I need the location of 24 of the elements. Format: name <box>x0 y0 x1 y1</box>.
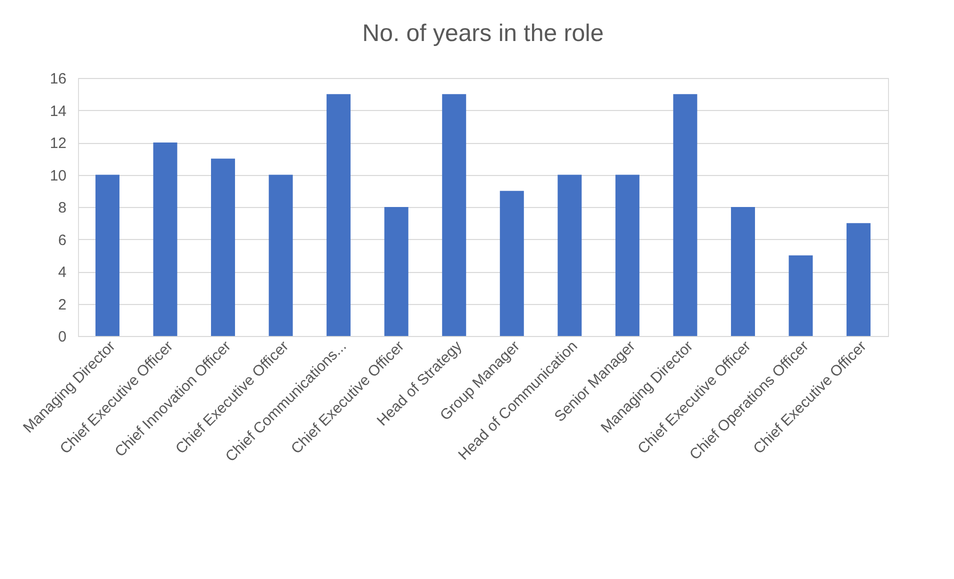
y-tick-label: 10 <box>50 167 66 184</box>
bar <box>730 207 755 336</box>
y-tick-label: 0 <box>58 328 66 346</box>
bar <box>326 94 351 336</box>
bar <box>846 223 871 336</box>
bar <box>211 158 236 336</box>
bar <box>384 207 408 336</box>
bar <box>673 94 698 336</box>
chart-title: No. of years in the role <box>362 20 604 47</box>
y-tick-label: 16 <box>50 70 66 88</box>
bar <box>558 174 582 336</box>
y-tick-label: 6 <box>58 232 66 249</box>
bar <box>95 174 120 336</box>
bar <box>615 174 640 336</box>
y-tick-label: 8 <box>58 200 66 216</box>
bar <box>153 142 178 336</box>
bar <box>442 94 466 336</box>
y-tick-label: 14 <box>50 102 66 120</box>
bar <box>788 255 813 336</box>
bar <box>268 174 293 336</box>
y-tick-label: 4 <box>58 264 66 281</box>
y-tick-label: 2 <box>58 296 66 314</box>
y-tick-label: 12 <box>50 135 66 152</box>
bar <box>500 190 524 336</box>
